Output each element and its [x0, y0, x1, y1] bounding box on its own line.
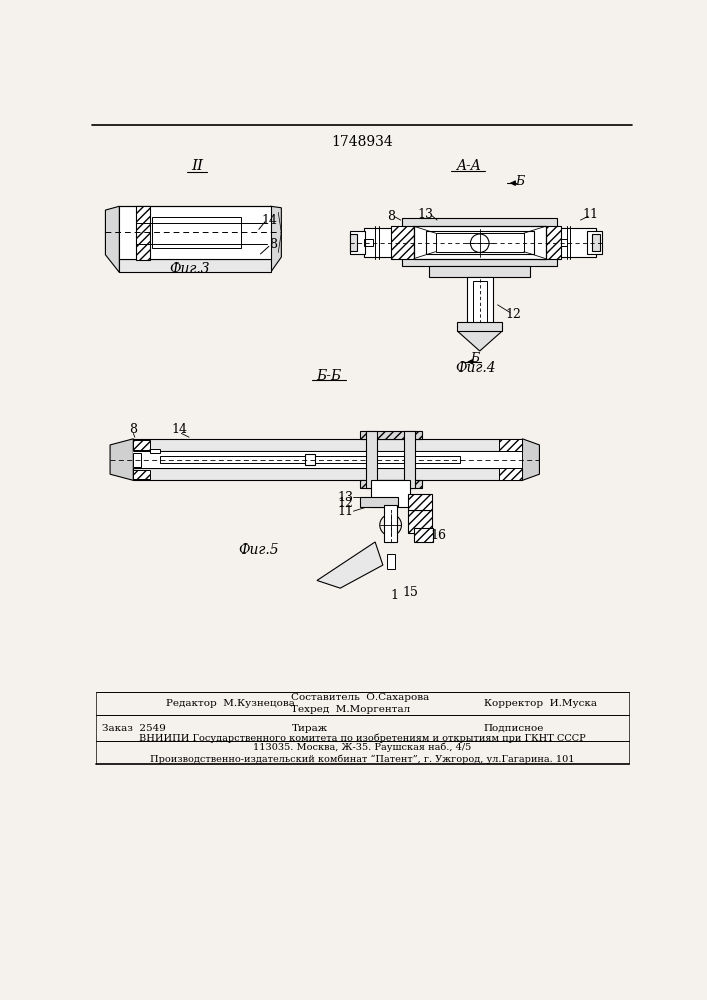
Text: Б: Б [469, 352, 479, 365]
Bar [402, 255, 557, 266]
Text: Тираж: Тираж [291, 724, 327, 733]
Text: ВНИИПИ Государственного комитета по изобретениям и открытиям при ГКНТ СССР: ВНИИПИ Государственного комитета по изоб… [139, 734, 585, 743]
Bar [473, 281, 486, 323]
Bar [360, 431, 421, 439]
Bar [587, 231, 602, 254]
Bar [409, 494, 432, 510]
Text: 113035. Москва, Ж-35. Раушская наб., 4/5: 113035. Москва, Ж-35. Раушская наб., 4/5 [253, 743, 471, 752]
Bar [349, 234, 357, 251]
Text: Производственно-издательский комбинат “Патент”, г. Ужгород, ул.Гагарина. 101: Производственно-издательский комбинат “П… [150, 754, 574, 764]
Text: 8: 8 [269, 238, 277, 251]
Text: Техред  М.Моргентал: Техред М.Моргентал [291, 705, 411, 714]
Bar [402, 218, 557, 229]
Text: 11: 11 [337, 505, 354, 518]
Bar [387, 554, 395, 569]
Bar [429, 266, 530, 277]
Text: Фиг.3: Фиг.3 [169, 262, 209, 276]
Bar [391, 226, 414, 259]
Polygon shape [522, 439, 539, 480]
Text: 11: 11 [583, 208, 599, 221]
Bar [160, 456, 460, 463]
Bar [409, 510, 432, 533]
Bar [151, 449, 160, 453]
Bar [414, 528, 433, 542]
Text: Б: Б [515, 175, 524, 188]
Text: Корректор  И.Муска: Корректор И.Муска [484, 699, 597, 708]
Text: II: II [191, 159, 203, 173]
Polygon shape [110, 439, 134, 480]
Text: 15: 15 [402, 586, 418, 599]
Bar [414, 226, 546, 259]
Bar [557, 228, 596, 257]
Bar [363, 228, 402, 257]
Bar [152, 217, 241, 248]
Text: 13: 13 [337, 491, 354, 504]
Bar [592, 234, 600, 251]
Polygon shape [317, 542, 383, 588]
Bar [360, 480, 421, 488]
Text: 14: 14 [172, 423, 188, 436]
Bar [404, 431, 416, 488]
Bar [360, 497, 398, 507]
Bar [136, 206, 151, 260]
Bar [557, 239, 566, 246]
Text: 16: 16 [431, 529, 447, 542]
Text: 14: 14 [261, 214, 277, 227]
Bar [467, 277, 493, 323]
Polygon shape [271, 206, 281, 272]
Bar [134, 468, 522, 480]
Bar [385, 505, 397, 542]
Text: Фиг.5: Фиг.5 [238, 543, 279, 557]
Text: Редактор  М.Кузнецова: Редактор М.Кузнецова [166, 699, 295, 708]
Text: Составитель  О.Сахарова: Составитель О.Сахарова [291, 693, 430, 702]
Bar [349, 231, 365, 254]
Text: Фиг.4: Фиг.4 [455, 361, 496, 375]
Bar [134, 453, 141, 466]
Bar [457, 322, 502, 331]
Text: 13: 13 [418, 208, 433, 221]
Bar [134, 470, 151, 479]
Text: A-A: A-A [456, 159, 481, 173]
Polygon shape [457, 331, 502, 351]
Bar [363, 239, 373, 246]
Text: 12: 12 [337, 497, 354, 510]
Bar [538, 226, 561, 259]
Bar [436, 233, 524, 252]
Text: 1748934: 1748934 [331, 135, 393, 149]
Bar [499, 468, 522, 480]
Text: 8: 8 [387, 210, 395, 223]
Bar [134, 439, 522, 451]
Bar [305, 454, 315, 465]
Text: 1: 1 [390, 589, 399, 602]
Text: 12: 12 [505, 308, 521, 321]
Bar [426, 231, 534, 254]
Bar [371, 480, 410, 507]
Text: Подписное: Подписное [484, 724, 544, 733]
Bar [134, 440, 151, 450]
Bar [134, 451, 522, 468]
Polygon shape [105, 206, 119, 272]
Text: 8: 8 [129, 423, 137, 436]
Bar [499, 439, 522, 451]
Bar [366, 431, 378, 488]
Bar [119, 206, 271, 259]
Text: Б-Б: Б-Б [316, 369, 341, 383]
Text: Заказ  2549: Заказ 2549 [103, 724, 166, 733]
Bar [119, 259, 271, 272]
